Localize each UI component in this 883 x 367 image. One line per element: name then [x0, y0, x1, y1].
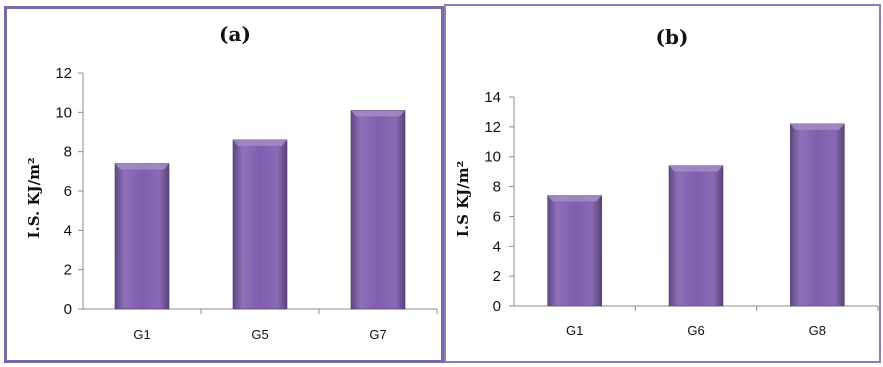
chart-b-title: (b) — [656, 25, 689, 49]
chart-a-y-tick-label: 10 — [55, 104, 72, 121]
chart-b-x-tick-label: G1 — [566, 323, 583, 338]
chart-b-y-tick-label: 10 — [484, 149, 501, 166]
chart-a-y-tick-label: 8 — [64, 144, 72, 161]
chart-a-bar-g7 — [350, 110, 406, 310]
chart-b-y-tick-label: 2 — [493, 268, 501, 285]
chart-b-y-tick-label: 12 — [484, 119, 501, 136]
chart-b-y-tick-label: 0 — [493, 298, 501, 315]
chart-a-title: (a) — [219, 22, 251, 46]
chart-a-y-tick-label: 4 — [64, 222, 72, 239]
chart-b-plot: 0 2 4 6 8 10 12 14 G1 G6 G8 — [484, 89, 879, 338]
chart-a-x-tick-label: G5 — [251, 327, 268, 342]
chart-b-bar-cap-g8 — [790, 123, 845, 130]
chart-b-bar-g6 — [668, 165, 724, 307]
chart-a-plot: 0 2 4 6 8 10 12 G1 G5 G7 — [55, 65, 438, 342]
chart-b-y-tick-label: 4 — [493, 238, 501, 255]
chart-panel-a: (a) I.S. KJ/m² 0 2 4 6 8 10 12 G1 G5 G7 — [4, 6, 444, 363]
chart-a-ylabel: I.S. KJ/m² — [25, 157, 43, 238]
chart-b-x-tick-label: G6 — [687, 323, 704, 338]
chart-a-bar-cap-g7 — [351, 110, 405, 117]
chart-b-x-tick-label: G8 — [809, 323, 826, 338]
chart-b-bar-g1 — [547, 195, 602, 307]
chart-b: (b) I.S KJ/m² 0 2 4 6 8 10 12 14 G1 G6 G8 — [454, 25, 879, 338]
chart-a-bar-g5 — [232, 139, 288, 310]
chart-panel-b: (b) I.S KJ/m² 0 2 4 6 8 10 12 14 G1 G6 G8 — [444, 4, 881, 363]
chart-a-y-tick-label: 2 — [64, 262, 72, 279]
chart-a-y-tick-label: 12 — [55, 65, 72, 82]
chart-a-y-tick-label: 0 — [64, 301, 72, 318]
chart-a-y-tick-label: 6 — [64, 183, 72, 200]
chart-a-bar-cap-g5 — [233, 139, 287, 146]
chart-a-x-tick-label: G1 — [133, 327, 150, 342]
chart-b-bar-cap-g1 — [547, 195, 602, 202]
chart-a-bar-g1 — [114, 163, 170, 310]
chart-b-y-tick-label: 14 — [484, 89, 501, 106]
chart-a: (a) I.S. KJ/m² 0 2 4 6 8 10 12 G1 G5 G7 — [25, 22, 438, 342]
chart-b-ylabel: I.S KJ/m² — [454, 161, 472, 237]
chart-a-x-tick-label: G7 — [369, 327, 386, 342]
chart-b-y-tick-label: 6 — [493, 208, 501, 225]
chart-b-bar-cap-g6 — [669, 165, 723, 172]
chart-b-bar-g8 — [790, 123, 845, 307]
chart-a-bar-cap-g1 — [115, 163, 169, 170]
chart-b-y-tick-label: 8 — [493, 179, 501, 196]
